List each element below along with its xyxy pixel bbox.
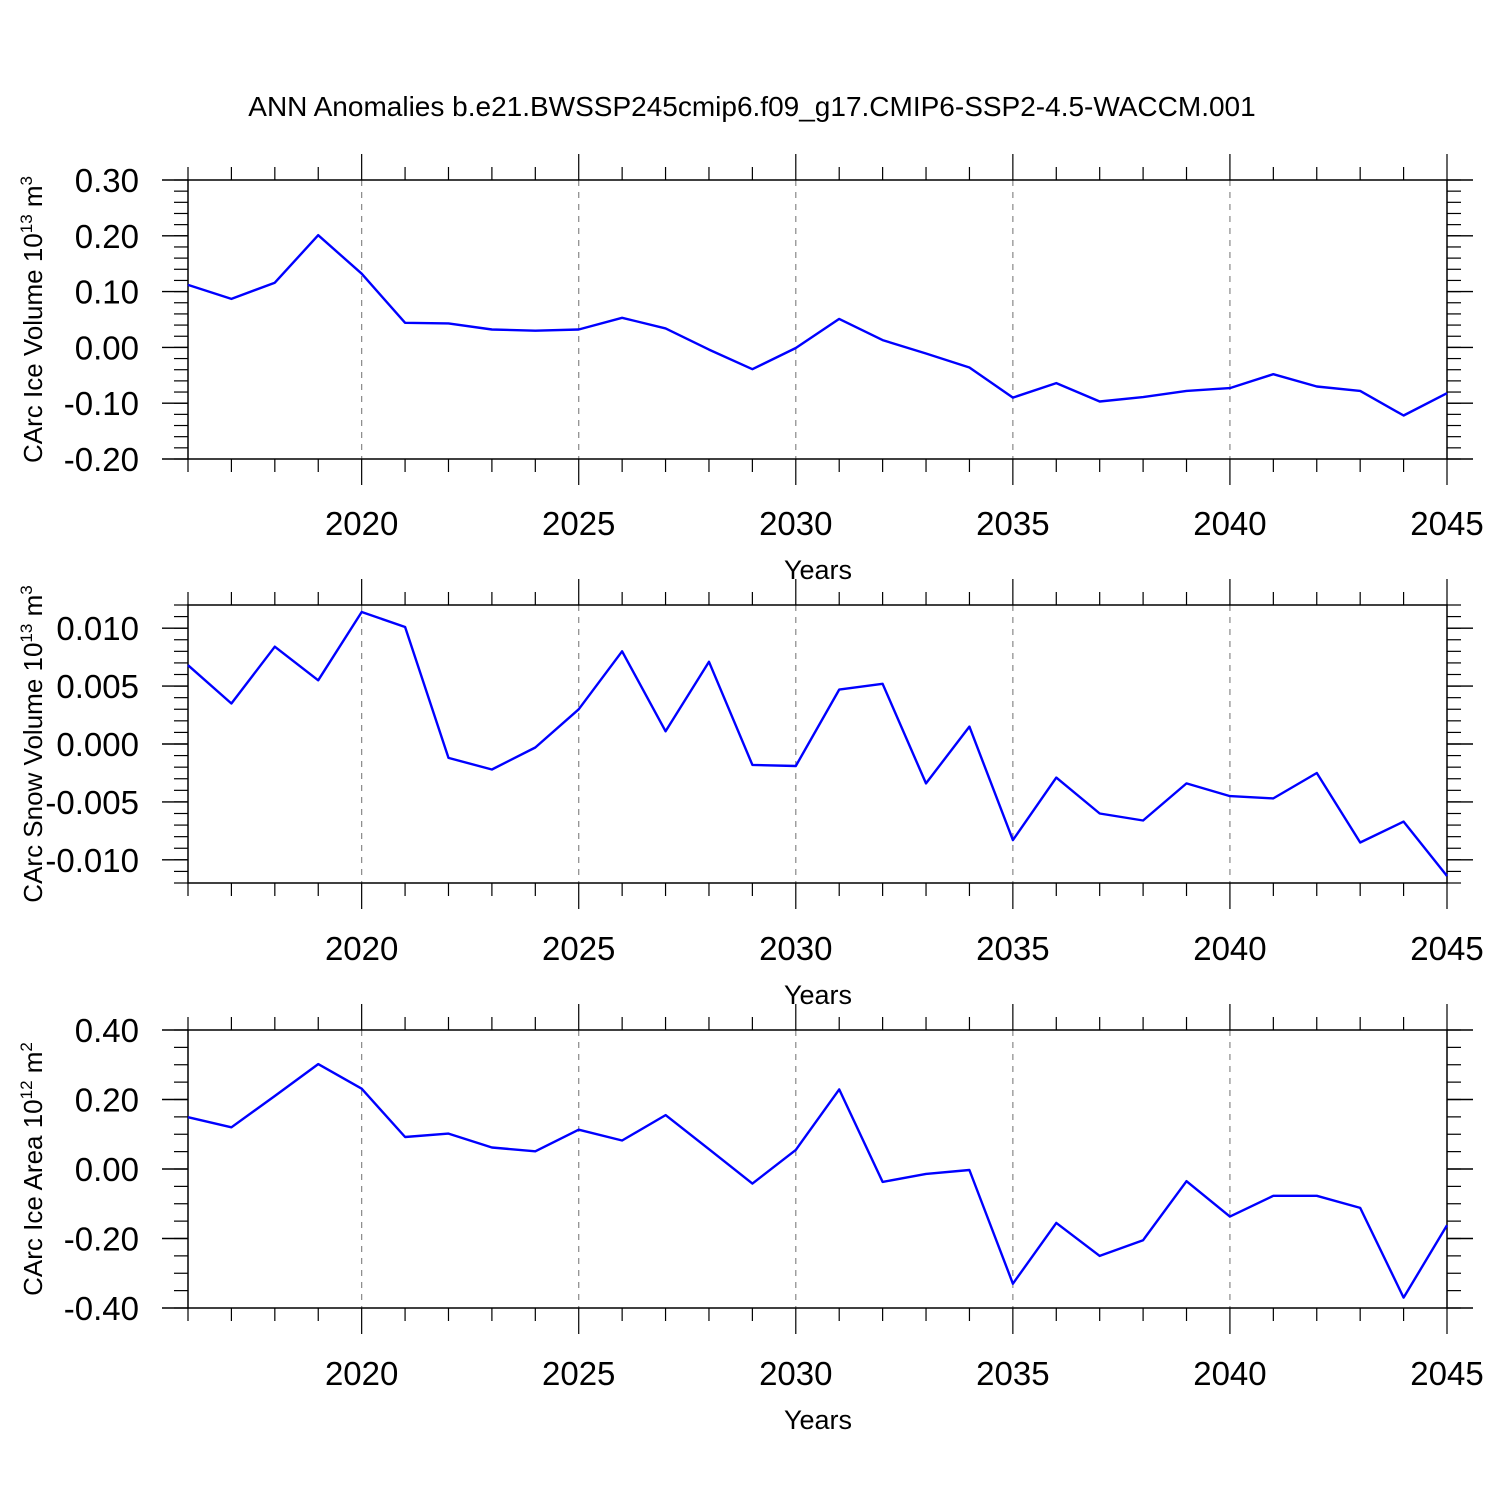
x-tick-label: 2035	[976, 930, 1049, 967]
x-axis-label: Years	[784, 555, 852, 585]
y-tick-label: 0.005	[56, 668, 139, 705]
x-tick-label: 2025	[542, 505, 615, 542]
panel-1: 2020 2025 2030 2035 2040 2045 -0.20 -0.10 0.00 0.…	[17, 154, 1484, 585]
x-tick-label: 2020	[325, 930, 398, 967]
y-tick-label: -0.20	[64, 1221, 139, 1258]
y-tick-label: 0.20	[75, 218, 139, 255]
x-tick-label: 2040	[1193, 505, 1266, 542]
plot-frame	[187, 1029, 1448, 1309]
x-axis-label: Years	[784, 980, 852, 1010]
x-tick-label: 2040	[1193, 930, 1266, 967]
panel-2: 2020 2025 2030 2035 2040 2045 -0.010 -0.005 0.00…	[17, 579, 1484, 1010]
y-tick-label: -0.10	[64, 385, 139, 422]
y-tick-label: 0.000	[56, 726, 139, 763]
y-tick-label: 0.20	[75, 1082, 139, 1119]
x-tick-label: 2025	[542, 930, 615, 967]
x-tick-label: 2045	[1410, 505, 1483, 542]
x-tick-label: 2045	[1410, 1355, 1483, 1392]
series-line	[187, 233, 1448, 417]
y-tick-label: -0.20	[64, 441, 139, 478]
y-tick-label: -0.005	[45, 784, 139, 821]
series-line	[187, 1062, 1449, 1299]
y-tick-label: 0.30	[75, 162, 139, 199]
y-tick-label: -0.40	[64, 1290, 139, 1327]
y-tick-label: 0.010	[56, 610, 139, 647]
series-line	[187, 610, 1448, 877]
x-tick-label: 2035	[976, 505, 1049, 542]
y-axis-label: CArc Ice Volume 1013 m3	[17, 176, 48, 463]
y-tick-label: 0.10	[75, 274, 139, 311]
plot-frame	[187, 604, 1448, 884]
x-tick-label: 2030	[759, 930, 832, 967]
x-tick-label: 2030	[759, 505, 832, 542]
panels: 2020 2025 2030 2035 2040 2045 -0.20 -0.10 0.00 0.…	[17, 154, 1484, 1435]
y-axis-label: CArc Snow Volume 1013 m3	[17, 585, 48, 902]
panel-3: 2020 2025 2030 2035 2040 2045 -0.40 -0.20 0.00 0.…	[17, 1004, 1484, 1435]
y-tick-label: 0.00	[75, 1151, 139, 1188]
x-tick-label: 2035	[976, 1355, 1049, 1392]
plot-frame	[187, 179, 1448, 460]
y-axis-label: CArc Ice Area 1012 m2	[17, 1042, 48, 1296]
x-tick-label: 2020	[325, 505, 398, 542]
y-tick-label: 0.00	[75, 329, 139, 366]
x-tick-label: 2025	[542, 1355, 615, 1392]
x-tick-label: 2045	[1410, 930, 1483, 967]
x-tick-label: 2020	[325, 1355, 398, 1392]
figure-title: ANN Anomalies b.e21.BWSSP245cmip6.f09_g1…	[248, 91, 1255, 122]
x-axis-label: Years	[784, 1405, 852, 1435]
y-tick-label: 0.40	[75, 1012, 139, 1049]
y-tick-label: -0.010	[45, 842, 139, 879]
x-tick-label: 2030	[759, 1355, 832, 1392]
x-tick-label: 2040	[1193, 1355, 1266, 1392]
